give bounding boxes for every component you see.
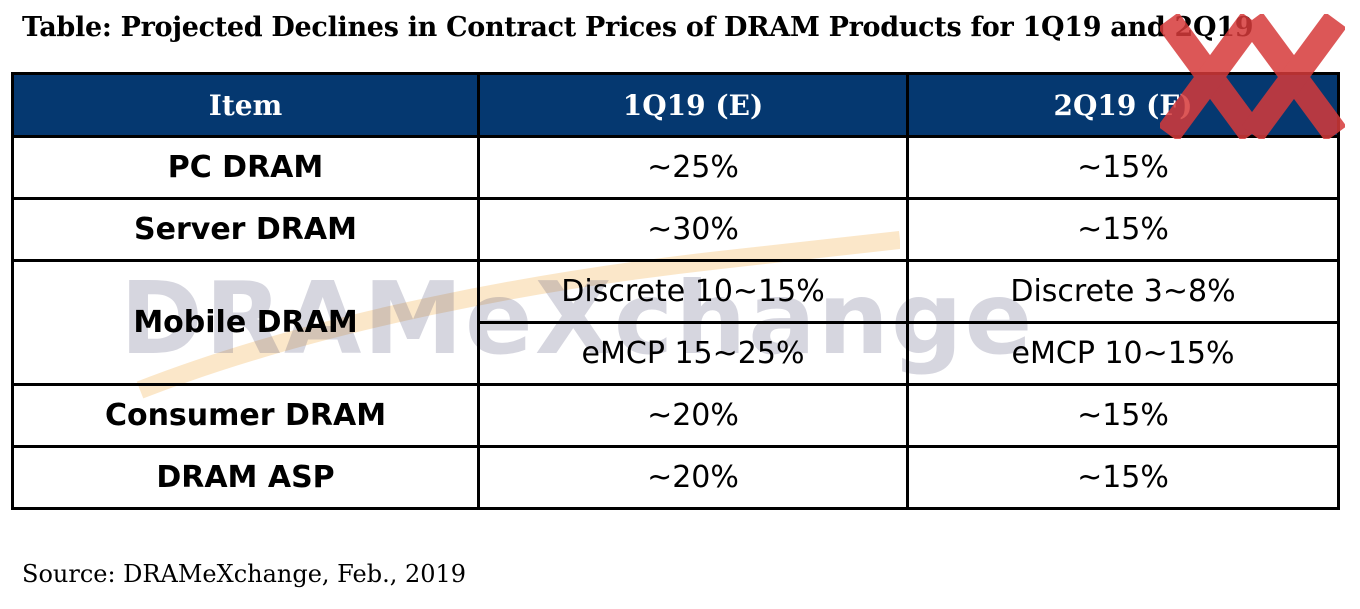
cell-1q19: ~30% (477, 197, 909, 262)
row-item: Mobile DRAM (11, 259, 480, 386)
table-row: eMCP 15~25% eMCP 10~15% (13, 321, 1340, 386)
row-item: Server DRAM (11, 197, 480, 262)
cell-1q19: ~20% (477, 383, 909, 448)
row-item: PC DRAM (11, 135, 480, 200)
col-header-1q19: 1Q19 (E) (477, 72, 909, 138)
table-row: DRAM ASP ~20% ~15% (11, 445, 1340, 510)
source-note: Source: DRAMeXchange, Feb., 2019 (22, 560, 467, 588)
table-row: Mobile DRAM Discrete 10~15% Discrete 3~8… (11, 259, 1340, 386)
table-row: Server DRAM ~30% ~15% (11, 197, 1340, 262)
cell-1q19: Discrete 10~15% (477, 259, 909, 324)
cell-1q19: ~20% (477, 445, 909, 510)
cell-2q19: Discrete 3~8% (906, 259, 1340, 324)
cell-2q19: ~15% (906, 445, 1340, 510)
cell-2q19: eMCP 10~15% (906, 321, 1340, 386)
cell-2q19: ~15% (906, 383, 1340, 448)
cell-2q19: ~15% (906, 197, 1340, 262)
col-header-item: Item (11, 72, 480, 138)
table-row: Consumer DRAM ~20% ~15% (11, 383, 1340, 448)
cell-2q19: ~15% (906, 135, 1340, 200)
header-row: Item 1Q19 (E) 2Q19 (F) (11, 72, 1340, 138)
table-row: PC DRAM ~25% ~15% (11, 135, 1340, 200)
row-item: DRAM ASP (11, 445, 480, 510)
price-decline-table: Item 1Q19 (E) 2Q19 (F) PC DRAM ~25% ~15%… (11, 72, 1340, 510)
col-header-2q19: 2Q19 (F) (906, 72, 1340, 138)
cell-1q19: eMCP 15~25% (477, 321, 909, 386)
cell-1q19: ~25% (477, 135, 909, 200)
row-item: Consumer DRAM (11, 383, 480, 448)
table-title: Table: Projected Declines in Contract Pr… (22, 12, 1254, 43)
